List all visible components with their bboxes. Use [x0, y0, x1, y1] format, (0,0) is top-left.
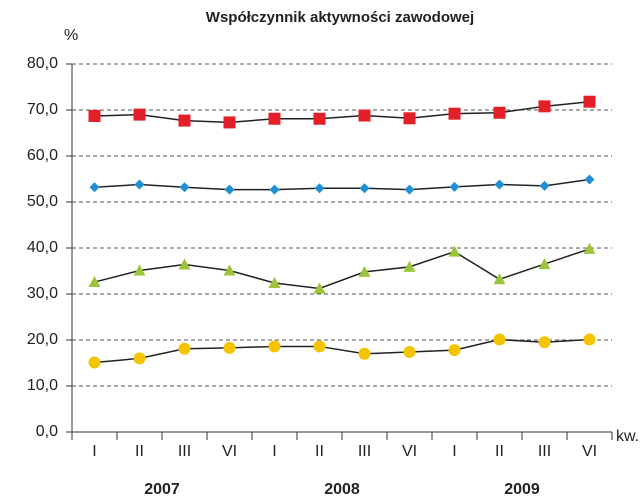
marker — [358, 265, 371, 277]
year-label: 2007 — [144, 481, 180, 498]
marker — [358, 347, 371, 360]
x-tick-label: II — [495, 443, 504, 460]
marker — [269, 184, 280, 195]
x-tick-label: II — [135, 443, 144, 460]
y-tick-label: 0,0 — [36, 423, 58, 440]
marker — [448, 344, 461, 357]
marker — [584, 174, 595, 185]
marker — [133, 264, 146, 276]
marker — [314, 183, 325, 194]
series-line — [94, 178, 590, 191]
marker — [538, 258, 551, 270]
marker — [494, 179, 505, 190]
marker — [583, 333, 596, 346]
marker — [448, 245, 461, 257]
marker — [268, 340, 281, 353]
marker — [538, 100, 551, 113]
y-tick-label: 30,0 — [27, 285, 58, 302]
marker — [223, 341, 236, 354]
marker — [178, 114, 191, 127]
marker — [268, 276, 281, 288]
marker — [133, 352, 146, 365]
marker — [134, 179, 145, 190]
x-tick-label: VI — [402, 443, 417, 460]
marker — [179, 182, 190, 193]
x-tick-label: III — [538, 443, 551, 460]
x-tick-label: I — [92, 443, 96, 460]
marker — [88, 356, 101, 369]
marker — [493, 273, 506, 285]
x-tick-label: VI — [582, 443, 597, 460]
x-tick-label: I — [452, 443, 456, 460]
marker — [493, 333, 506, 346]
marker — [223, 264, 236, 276]
marker — [268, 112, 281, 125]
series-line — [94, 100, 590, 124]
marker — [313, 112, 326, 125]
marker — [538, 336, 551, 349]
marker — [448, 107, 461, 120]
marker — [89, 182, 100, 193]
marker — [223, 116, 236, 129]
marker — [224, 184, 235, 195]
series-line — [94, 338, 590, 364]
marker — [449, 181, 460, 192]
y-tick-label: 60,0 — [27, 147, 58, 164]
marker — [313, 340, 326, 353]
y-tick-label: 20,0 — [27, 331, 58, 348]
marker — [178, 342, 191, 355]
marker — [493, 106, 506, 119]
x-tick-label: III — [358, 443, 371, 460]
x-tick-label: III — [178, 443, 191, 460]
y-tick-label: 10,0 — [27, 377, 58, 394]
marker — [359, 183, 370, 194]
marker — [178, 258, 191, 270]
marker — [539, 180, 550, 191]
year-label: 2009 — [504, 481, 540, 498]
chart-title: Współczynnik aktywności zawodowej — [206, 9, 474, 26]
y-tick-label: 40,0 — [27, 239, 58, 256]
x-axis-unit: kw. — [616, 428, 639, 445]
marker — [583, 242, 596, 254]
marker — [133, 108, 146, 121]
y-axis-label: % — [64, 27, 78, 44]
marker — [583, 95, 596, 108]
marker — [88, 276, 101, 288]
series-line — [94, 248, 590, 290]
marker — [403, 260, 416, 272]
marker — [403, 112, 416, 125]
year-label: 2008 — [324, 481, 360, 498]
x-tick-label: II — [315, 443, 324, 460]
marker — [358, 109, 371, 122]
y-tick-label: 70,0 — [27, 101, 58, 118]
y-tick-label: 50,0 — [27, 193, 58, 210]
x-tick-label: VI — [222, 443, 237, 460]
marker — [404, 184, 415, 195]
marker — [313, 282, 326, 294]
y-tick-label: 80,0 — [27, 55, 58, 72]
x-tick-label: I — [272, 443, 276, 460]
marker — [88, 109, 101, 122]
marker — [403, 345, 416, 358]
